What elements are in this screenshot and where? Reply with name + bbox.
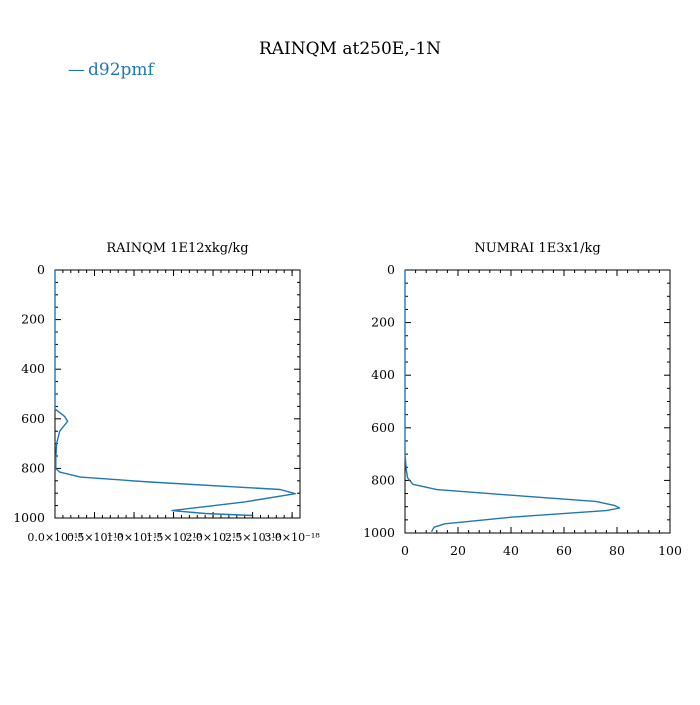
- chart-0-x-tick-label: 3.0×10⁻¹⁸: [264, 531, 320, 544]
- chart-1-x-tick-label: 20: [450, 543, 466, 558]
- chart-1-y-tick-label: 1000: [363, 525, 395, 540]
- chart-0-x-tick-label: 0.0×10⁻¹⁸: [27, 531, 83, 544]
- chart-0-series-line: [54, 270, 296, 517]
- chart-0-x-tick-label: 2.5×10⁻¹⁸: [225, 531, 281, 544]
- chart-1-title: NUMRAI 1E3x1/kg: [474, 241, 600, 256]
- chart-1-y-tick-label: 600: [371, 420, 395, 435]
- chart-0-x-tick-label: 2.0×10⁻¹⁸: [185, 531, 241, 544]
- chart-0-x-tick-label: 1.0×10⁻¹⁸: [106, 531, 162, 544]
- chart-1-x-tick-label: 60: [556, 543, 572, 558]
- rainqm-panel: RAINQM 1E12xkg/kg 0 200 400 600 800 1000 0.0×10…: [13, 241, 320, 544]
- chart-0-title: RAINQM 1E12xkg/kg: [106, 241, 248, 256]
- chart-0-x-tick-label: 0.5×10⁻¹⁸: [67, 531, 123, 544]
- chart-1-frame: [404, 269, 671, 534]
- legend-marker: —: [68, 60, 85, 80]
- chart-1-y-tick-label: 0: [387, 262, 395, 277]
- chart-0-y-tick-label: 800: [21, 460, 45, 475]
- legend: — d92pmf: [68, 60, 156, 80]
- chart-1-x-tick-label: 40: [503, 543, 519, 558]
- legend-label: d92pmf: [88, 60, 156, 80]
- chart-0-y-tick-label: 400: [21, 361, 45, 376]
- chart-0-y-tick-label: 0: [37, 262, 45, 277]
- chart-0-y-tick-label: 600: [21, 411, 45, 426]
- chart-0-x-tick-label: 1.5×10⁻¹⁸: [146, 531, 202, 544]
- chart-1-series-line: [404, 270, 621, 533]
- numrai-panel: NUMRAI 1E3x1/kg 0 200 400 600 800 1000 0 20 40 60 8…: [363, 241, 682, 558]
- chart-1-y-tick-label: 200: [371, 315, 395, 330]
- chart-1-x-tick-label: 100: [658, 543, 682, 558]
- chart-1-x-tick-label: 0: [401, 543, 409, 558]
- figure-title: RAINQM at250E,-1N: [259, 39, 441, 59]
- chart-0-y-tick-label: 200: [21, 312, 45, 327]
- chart-1-y-tick-label: 400: [371, 367, 395, 382]
- chart-1-y-tick-label: 800: [371, 472, 395, 487]
- chart-1-x-tick-label: 80: [609, 543, 625, 558]
- chart-0-frame: [54, 269, 301, 519]
- chart-0-y-tick-label: 1000: [13, 510, 45, 525]
